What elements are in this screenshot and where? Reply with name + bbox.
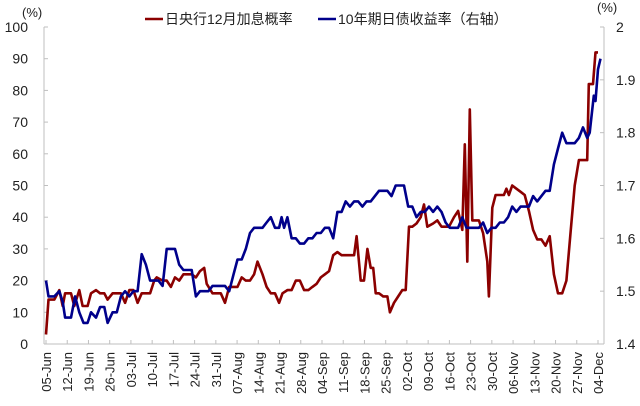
left-tick-label: 40: [12, 209, 28, 225]
x-tick-label: 26-Jun: [103, 352, 118, 392]
series-lines: [44, 51, 602, 335]
x-tick-label: 24-Jul: [188, 352, 203, 388]
left-tick-label: 0: [20, 336, 28, 352]
x-tick-label: 21-Aug: [273, 352, 288, 394]
left-tick-label: 80: [12, 82, 28, 98]
x-tick-label: 12-Jun: [60, 352, 75, 392]
x-tick-label: 03-Jul: [124, 352, 139, 388]
x-tick-label: 11-Sep: [336, 352, 351, 393]
x-tick-label: 19-Jun: [81, 352, 96, 392]
x-tick-label: 25-Sep: [379, 352, 394, 394]
left-tick-label: 50: [12, 178, 28, 194]
right-axis-unit: (%): [597, 0, 617, 15]
left-tick-label: 30: [12, 241, 28, 257]
x-tick-label: 27-Nov: [570, 352, 585, 394]
right-tick-label: 1.6: [616, 230, 636, 246]
x-tick-label: 10-Jul: [145, 352, 160, 388]
right-tick-label: 1.8: [616, 125, 636, 141]
x-tick-label: 04-Sep: [315, 352, 330, 394]
x-tick-label: 06-Nov: [506, 352, 521, 394]
legend-label: 日央行12月加息概率: [165, 11, 293, 27]
axes: 0102030405060708090100(%)1.41.51.61.71.8…: [5, 0, 636, 394]
right-tick-label: 2: [616, 19, 624, 35]
left-tick-label: 20: [12, 273, 28, 289]
x-tick-label: 30-Oct: [485, 352, 500, 391]
x-tick-label: 09-Oct: [421, 352, 436, 391]
x-tick-label: 31-Jul: [209, 352, 224, 388]
left-tick-label: 90: [12, 51, 28, 67]
jgb-10y-yield-line: [44, 58, 602, 325]
right-tick-label: 1.4: [616, 336, 636, 352]
left-tick-label: 70: [12, 114, 28, 130]
left-tick-label: 60: [12, 146, 28, 162]
left-tick-label: 10: [12, 304, 28, 320]
x-tick-label: 28-Aug: [294, 352, 309, 394]
x-tick-label: 07-Aug: [230, 352, 245, 394]
x-tick-label: 23-Oct: [464, 352, 479, 391]
left-axis-unit: (%): [22, 5, 42, 20]
right-tick-label: 1.9: [616, 72, 636, 88]
x-tick-label: 18-Sep: [357, 352, 372, 394]
x-tick-label: 13-Nov: [527, 352, 542, 394]
x-tick-label: 04-Dec: [591, 352, 606, 394]
x-tick-label: 02-Oct: [400, 352, 415, 391]
right-tick-label: 1.5: [616, 283, 636, 299]
x-tick-label: 20-Nov: [549, 352, 564, 394]
legend-label: 10年期日债收益率（右轴）: [338, 11, 508, 27]
legend: 日央行12月加息概率 10年期日债收益率（右轴）: [145, 11, 508, 27]
boj-hike-probability-line: [44, 51, 598, 335]
x-tick-label: 16-Oct: [442, 352, 457, 391]
right-tick-label: 1.7: [616, 178, 636, 194]
x-tick-label: 14-Aug: [251, 352, 266, 394]
left-tick-label: 100: [5, 19, 29, 35]
x-tick-label: 05-Jun: [39, 352, 54, 392]
x-tick-label: 17-Jul: [166, 352, 181, 388]
